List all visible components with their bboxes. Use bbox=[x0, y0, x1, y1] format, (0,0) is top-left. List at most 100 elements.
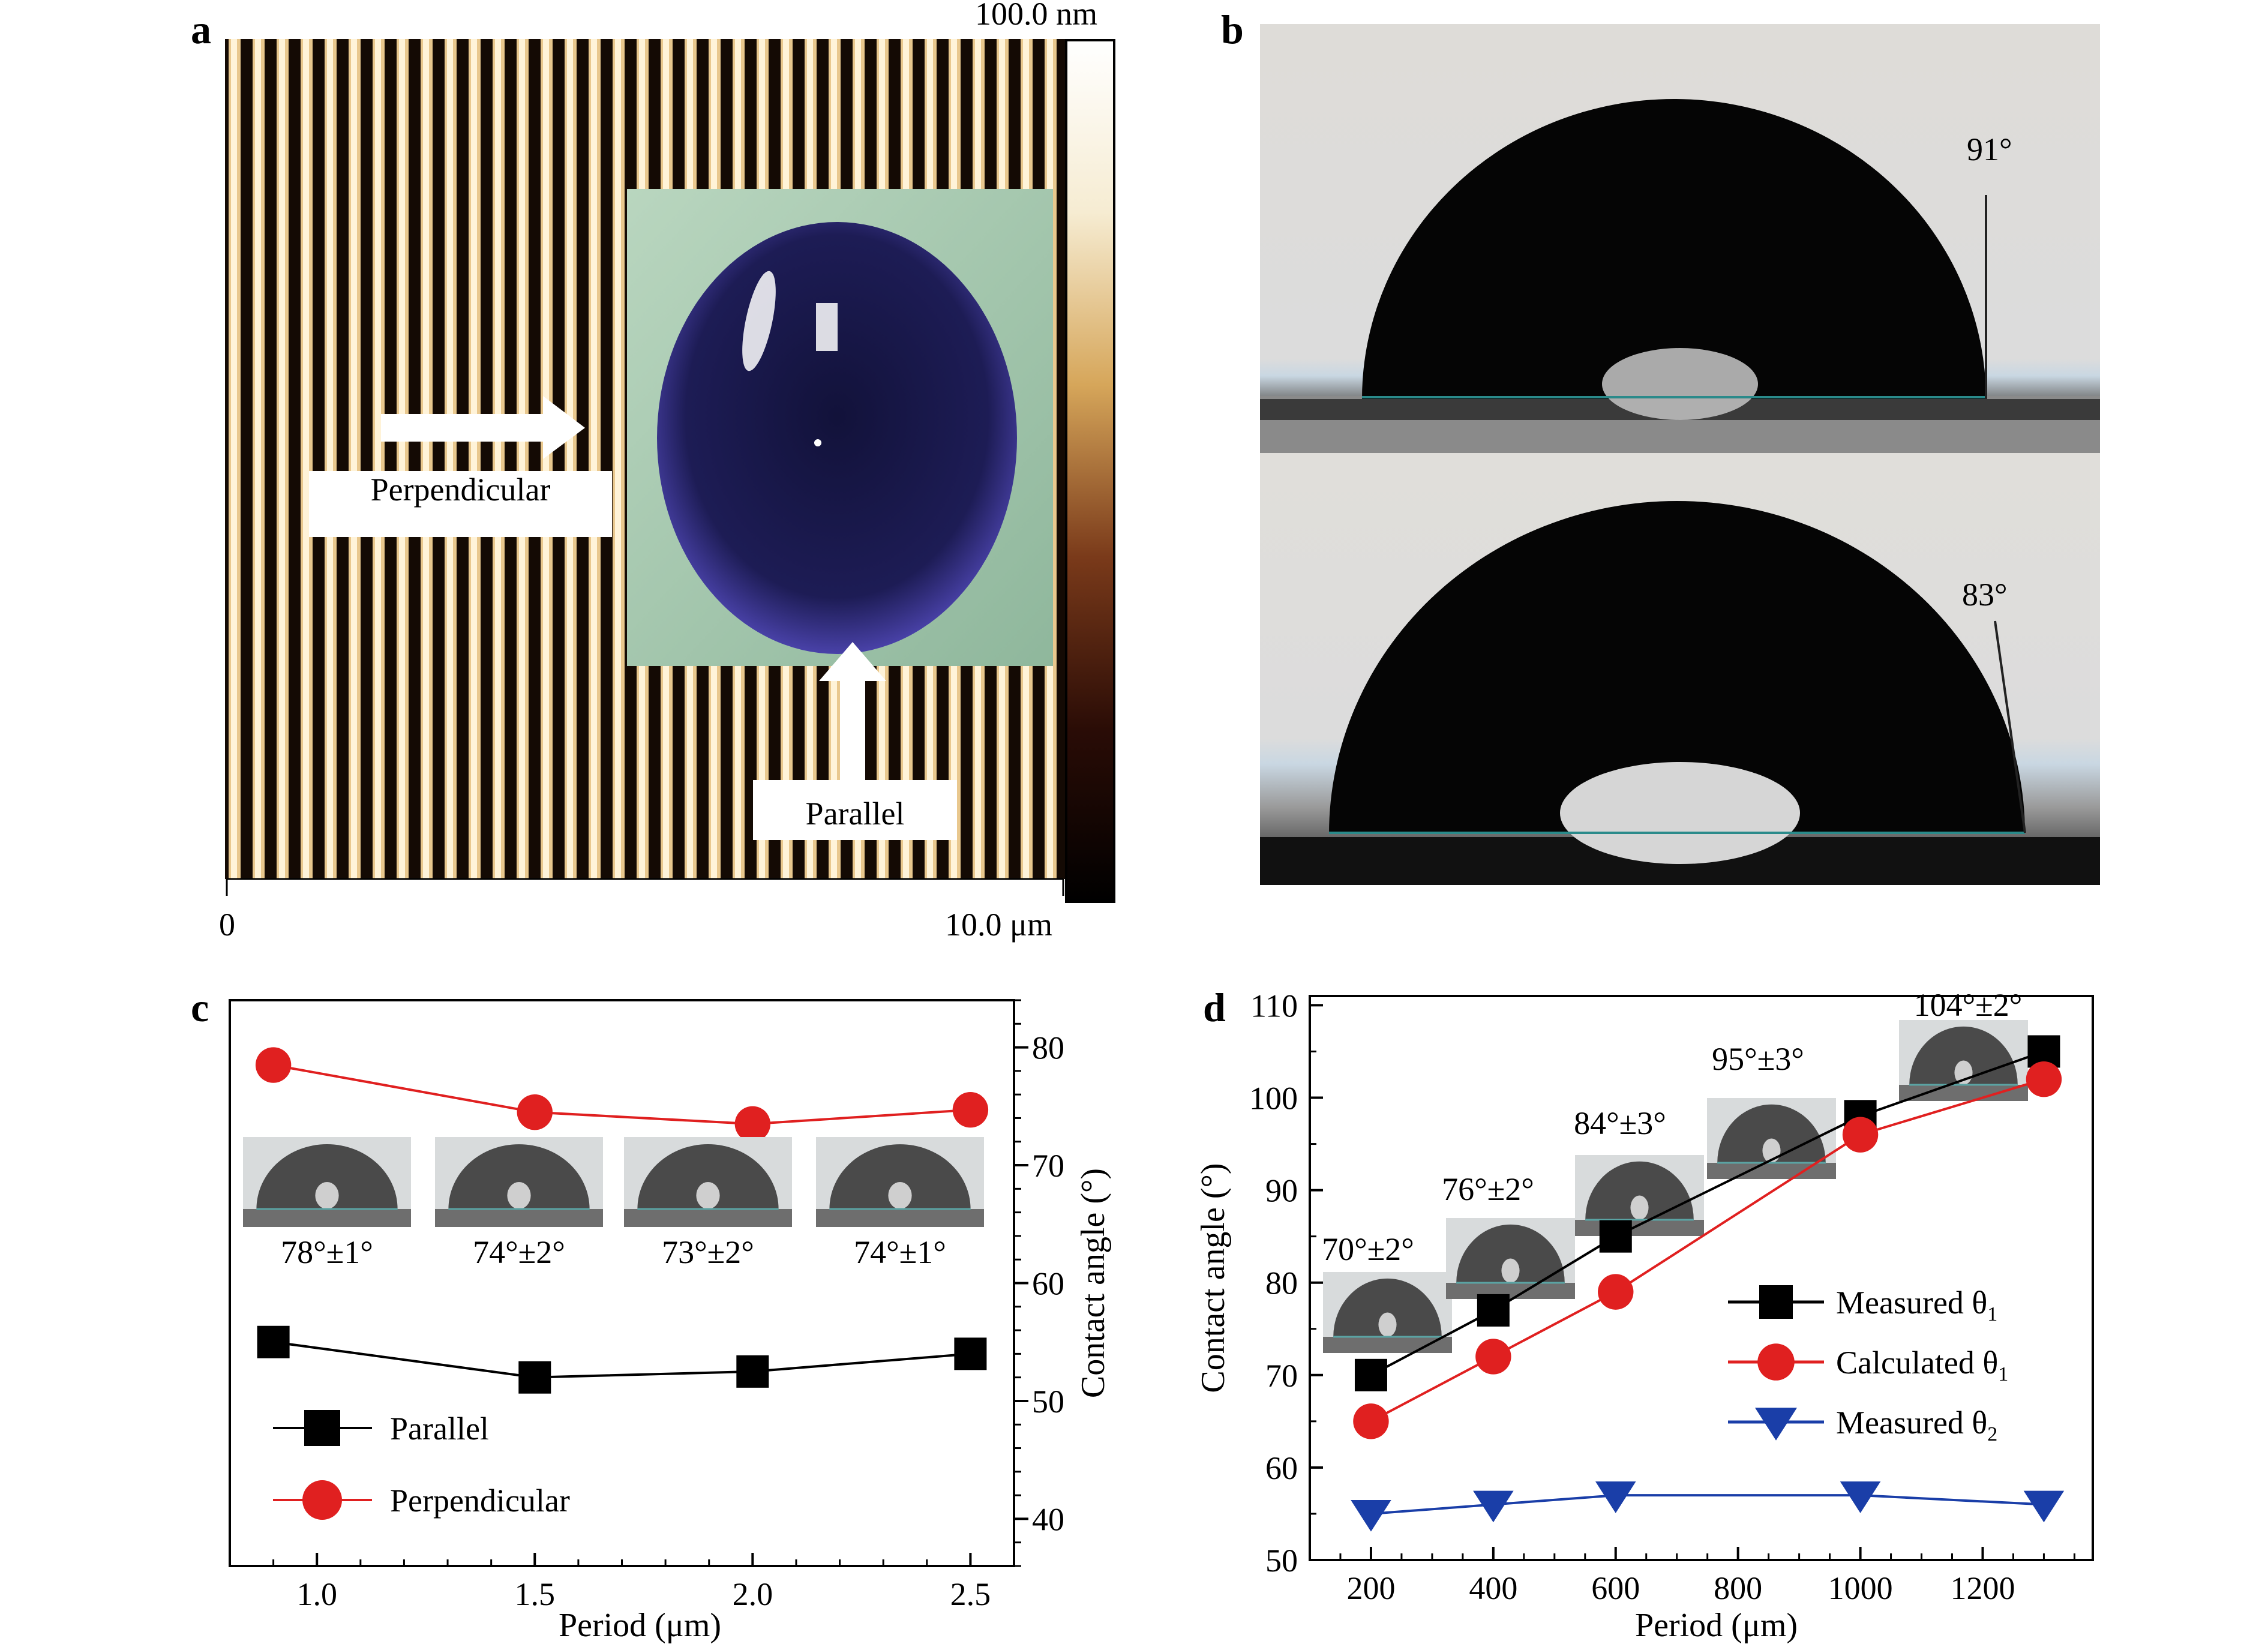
angle-label-bottom: 83° bbox=[1962, 577, 2008, 613]
contact-angle-annotation: 76°±2° bbox=[1442, 1171, 1534, 1207]
y-axis-label: Contact angle (°) bbox=[1195, 1163, 1232, 1393]
scale-start-label: 0 bbox=[219, 907, 235, 943]
legend-label: Calculated θ1 bbox=[1836, 1345, 2008, 1385]
series-line-perpendicular bbox=[273, 1064, 971, 1126]
contact-angle-photo-top bbox=[1260, 24, 2100, 453]
x-tick-label: 1.5 bbox=[515, 1576, 556, 1612]
y-tick-label: 50 bbox=[1032, 1384, 1064, 1420]
x-tick-label: 1200 bbox=[1950, 1570, 2015, 1606]
data-point-series-2 bbox=[1351, 1500, 1391, 1532]
data-point-perpendicular bbox=[952, 1092, 989, 1128]
panel-letter-a: a bbox=[191, 7, 211, 52]
contact-angle-annotation: 70°±2° bbox=[1322, 1231, 1414, 1267]
y-tick-label: 80 bbox=[1265, 1265, 1298, 1301]
x-tick-label: 800 bbox=[1714, 1570, 1762, 1606]
chart-d: 200 400 600 800 1000 1200 50 60 70 80 90 100 110 Peri… bbox=[1195, 987, 2094, 1644]
y-axis-label: Contact angle (°) bbox=[1075, 1168, 1112, 1398]
droplet-inset-icon bbox=[243, 1137, 411, 1227]
legend-marker bbox=[1757, 1343, 1795, 1381]
contact-angle-annotation: 73°±2° bbox=[662, 1234, 754, 1270]
droplet-inset-icon bbox=[1323, 1272, 1452, 1353]
data-point-series-0 bbox=[1477, 1294, 1510, 1327]
scale-bar bbox=[226, 878, 1064, 896]
y-tick-label: 70 bbox=[1032, 1148, 1064, 1184]
y-tick-label: 60 bbox=[1032, 1266, 1064, 1302]
legend-marker bbox=[1759, 1285, 1793, 1319]
x-tick-label: 2.5 bbox=[950, 1576, 991, 1612]
perpendicular-arrow bbox=[381, 414, 543, 442]
plot-frame bbox=[1309, 995, 2094, 1561]
droplet-inset-icon bbox=[1575, 1155, 1704, 1236]
x-tick-label: 200 bbox=[1346, 1570, 1395, 1606]
data-point-series-1 bbox=[2026, 1061, 2062, 1097]
angle-label-top: 91° bbox=[1967, 131, 2012, 167]
parallel-label: Parallel bbox=[805, 796, 905, 832]
x-tick-label: 600 bbox=[1591, 1570, 1640, 1606]
x-tick-label: 400 bbox=[1469, 1570, 1517, 1606]
y-tick-label: 50 bbox=[1265, 1543, 1298, 1579]
afm-image bbox=[225, 39, 1065, 879]
legend-label: Perpendicular bbox=[390, 1483, 570, 1519]
colorbar-max-label: 100.0 nm bbox=[975, 0, 1098, 32]
data-point-series-1 bbox=[1475, 1339, 1511, 1375]
data-point-series-2 bbox=[1473, 1490, 1514, 1523]
x-axis-label: Period (μm) bbox=[1635, 1607, 1798, 1644]
parallel-label-box bbox=[753, 780, 957, 840]
data-point-parallel bbox=[257, 1325, 290, 1358]
x-tick-label: 2.0 bbox=[733, 1576, 773, 1612]
perpendicular-label-box bbox=[309, 471, 612, 537]
legend-marker bbox=[302, 1480, 342, 1520]
plot-frame bbox=[229, 999, 1015, 1567]
scale-end-label: 10.0 μm bbox=[945, 907, 1052, 943]
data-point-perpendicular bbox=[255, 1047, 292, 1083]
panel-letter-c: c bbox=[191, 985, 209, 1030]
perpendicular-label: Perpendicular bbox=[370, 472, 551, 508]
y-tick-label: 110 bbox=[1250, 988, 1298, 1024]
panel-letter-d: d bbox=[1203, 985, 1226, 1030]
legend-label: Measured θ1 bbox=[1836, 1285, 1997, 1325]
data-point-series-2 bbox=[2023, 1490, 2065, 1523]
legend-marker bbox=[304, 1410, 340, 1446]
data-point-series-1 bbox=[1842, 1117, 1879, 1153]
y-tick-label: 70 bbox=[1265, 1358, 1298, 1394]
data-point-parallel bbox=[954, 1337, 987, 1370]
panel-letter-b: b bbox=[1221, 7, 1244, 52]
contact-angle-photo-bottom bbox=[1260, 453, 2100, 885]
x-tick-label: 1.0 bbox=[296, 1576, 337, 1612]
y-tick-label: 40 bbox=[1032, 1501, 1064, 1537]
y-tick-label: 80 bbox=[1032, 1030, 1064, 1066]
data-point-parallel bbox=[518, 1361, 551, 1394]
droplet-inset-icon bbox=[816, 1137, 984, 1227]
contact-angle-annotation: 95°±3° bbox=[1712, 1041, 1804, 1077]
legend-label: Measured θ2 bbox=[1836, 1405, 1997, 1445]
y-tick-label: 60 bbox=[1265, 1450, 1298, 1486]
data-point-series-0 bbox=[1599, 1220, 1632, 1253]
x-tick-label: 1000 bbox=[1828, 1570, 1893, 1606]
legend-label: Parallel bbox=[390, 1411, 489, 1447]
y-tick-label: 90 bbox=[1265, 1173, 1298, 1209]
data-point-perpendicular bbox=[734, 1106, 771, 1142]
data-point-perpendicular bbox=[517, 1094, 553, 1130]
data-point-series-1 bbox=[1598, 1274, 1634, 1310]
chart-c: 1.0 1.5 2.0 2.5 40 50 60 70 80 Period (μm) Contact… bbox=[229, 999, 1112, 1644]
droplet-inset-icon bbox=[1446, 1218, 1575, 1299]
droplet-inset-icon bbox=[624, 1137, 792, 1227]
droplet-inset-icon bbox=[435, 1137, 603, 1227]
y-tick-label: 100 bbox=[1249, 1081, 1298, 1117]
series-line-parallel bbox=[273, 1340, 971, 1379]
data-point-series-1 bbox=[1353, 1403, 1389, 1439]
x-axis-label: Period (μm) bbox=[559, 1607, 721, 1644]
contact-angle-annotation: 84°±3° bbox=[1574, 1105, 1666, 1141]
colorbar bbox=[1065, 39, 1115, 903]
contact-angle-annotation: 74°±1° bbox=[854, 1234, 946, 1270]
contact-angle-annotation: 78°±1° bbox=[281, 1234, 373, 1270]
data-point-series-2 bbox=[1840, 1481, 1881, 1513]
data-point-series-0 bbox=[1354, 1358, 1387, 1391]
contact-angle-annotation: 104°±2° bbox=[1914, 987, 2023, 1023]
legend-marker bbox=[1755, 1408, 1797, 1441]
water-droplet bbox=[657, 222, 1017, 654]
data-point-parallel bbox=[736, 1355, 769, 1388]
contact-angle-annotation: 74°±2° bbox=[473, 1234, 565, 1270]
data-point-series-2 bbox=[1595, 1481, 1636, 1513]
series-line-2 bbox=[1370, 1494, 2044, 1515]
